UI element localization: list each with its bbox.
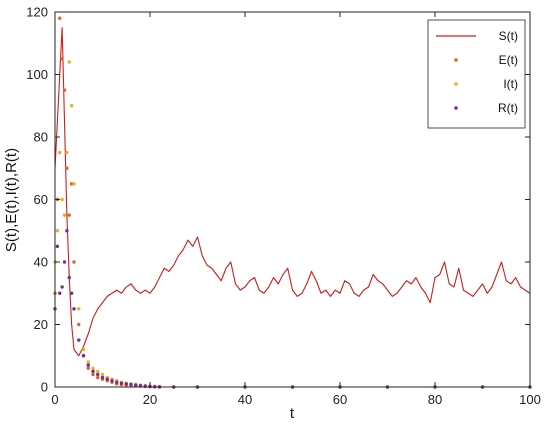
data-point: [58, 291, 62, 295]
data-point: [72, 307, 76, 311]
data-point: [65, 229, 69, 233]
data-point: [62, 260, 67, 264]
y-tick-label: 60: [34, 192, 48, 207]
data-point: [86, 366, 90, 370]
data-point: [91, 366, 95, 370]
ticks-layer: 0 20 40 60 80 100 0 20 40 60 80 100 120: [26, 5, 541, 408]
legend-swatch: [454, 82, 458, 86]
data-point: [62, 213, 67, 217]
data-point: [129, 382, 133, 387]
data-point: [55, 244, 60, 249]
data-point: [60, 57, 64, 61]
data-point: [81, 354, 86, 358]
data-point: [72, 260, 76, 264]
legend-box: [427, 19, 526, 129]
legend-label: R(t): [498, 101, 518, 115]
data-point: [69, 104, 74, 108]
data-point: [91, 372, 95, 377]
data-point: [55, 229, 60, 233]
data-point: [86, 360, 90, 364]
data-point: [65, 150, 69, 155]
legend-item: R(t): [454, 101, 518, 115]
y-axis-label: S(t),E(t),I(t),R(t): [3, 148, 20, 252]
data-point: [72, 182, 76, 186]
data-point: [91, 369, 95, 374]
data-point: [119, 381, 124, 385]
data-point: [58, 16, 62, 20]
legend-item: S(t): [436, 29, 518, 43]
data-point: [96, 369, 100, 374]
data-point: [67, 213, 71, 217]
data-point: [60, 285, 64, 289]
data-point: [77, 307, 81, 311]
data-point: [60, 197, 64, 202]
series-line: [54, 27, 531, 357]
y-tick-label: 80: [34, 130, 48, 145]
data-point: [96, 375, 100, 380]
y-tick-label: 20: [34, 317, 48, 332]
legend-item: E(t): [454, 53, 518, 67]
data-point: [100, 375, 105, 380]
data-point: [77, 322, 81, 327]
data-point: [96, 372, 100, 377]
data-point: [77, 338, 81, 342]
data-point: [110, 379, 114, 383]
data-point: [62, 88, 67, 92]
x-tick-label: 100: [519, 392, 541, 407]
y-tick-label: 120: [26, 5, 48, 20]
data-point: [58, 150, 62, 155]
x-tick-label: 20: [143, 392, 157, 407]
data-point: [65, 166, 69, 170]
legend-swatch: [454, 106, 458, 110]
data-point: [100, 372, 105, 377]
data-point: [81, 347, 86, 352]
data-point: [69, 291, 74, 295]
data-point: [86, 363, 90, 367]
data-point: [67, 60, 71, 64]
y-tick-label: 100: [26, 67, 48, 82]
series-0: [54, 27, 531, 357]
x-tick-label: 60: [333, 392, 347, 407]
legend-label: S(t): [499, 29, 518, 43]
data-point: [115, 380, 119, 385]
x-tick-label: 0: [51, 392, 58, 407]
legend-label: I(t): [503, 77, 518, 91]
x-tick-label: 40: [238, 392, 252, 407]
x-axis-label: t: [290, 405, 295, 422]
y-tick-label: 0: [41, 380, 48, 395]
data-point: [105, 377, 109, 381]
data-point: [124, 382, 128, 386]
data-point: [69, 182, 74, 186]
legend-swatch: [454, 58, 458, 62]
y-tick-label: 40: [34, 255, 48, 270]
legend-label: E(t): [499, 53, 518, 67]
series-layer: [53, 16, 532, 389]
x-tick-label: 80: [428, 392, 442, 407]
series-3: [53, 229, 532, 389]
data-point: [134, 383, 138, 387]
legend: S(t) E(t) I(t) R(t): [427, 19, 526, 129]
legend-item: I(t): [454, 77, 518, 91]
data-point: [67, 275, 71, 280]
